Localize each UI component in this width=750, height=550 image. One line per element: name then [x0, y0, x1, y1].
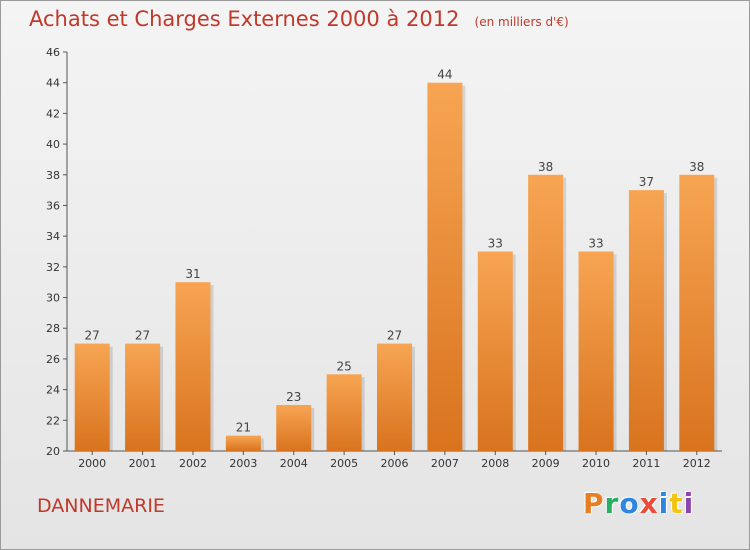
- bar-2005[interactable]: [326, 374, 362, 451]
- data-label: 38: [689, 160, 704, 174]
- x-tick-label: 2001: [129, 457, 157, 470]
- chart-title: Achats et Charges Externes 2000 à 2012: [29, 7, 460, 31]
- bar-2012[interactable]: [679, 174, 715, 451]
- y-tick-label: 22: [46, 414, 60, 427]
- x-tick-label: 2012: [683, 457, 711, 470]
- proxiti-logo[interactable]: Proxiti: [583, 487, 694, 520]
- x-tick-label: 2005: [330, 457, 358, 470]
- bar-2006[interactable]: [377, 343, 412, 451]
- data-label: 27: [85, 329, 100, 343]
- logo-letter: i: [683, 487, 695, 520]
- y-tick-label: 32: [46, 261, 60, 274]
- bar-2008[interactable]: [477, 251, 513, 452]
- y-tick-label: 46: [46, 46, 60, 59]
- logo-letter: t: [669, 487, 684, 520]
- y-tick-label: 44: [46, 77, 60, 90]
- y-tick-label: 20: [46, 445, 60, 458]
- logo-letter: x: [639, 487, 659, 520]
- y-tick-label: 40: [46, 138, 60, 151]
- bar-2004[interactable]: [276, 404, 312, 451]
- y-tick-label: 36: [46, 199, 60, 212]
- bar-2002[interactable]: [175, 282, 211, 451]
- y-tick-label: 34: [46, 230, 60, 243]
- x-tick-label: 2003: [229, 457, 257, 470]
- bar-2001[interactable]: [125, 343, 161, 451]
- data-label: 31: [185, 267, 200, 281]
- y-tick-label: 28: [46, 322, 60, 335]
- x-tick-label: 2007: [431, 457, 459, 470]
- x-tick-label: 2011: [632, 457, 660, 470]
- bar-2010[interactable]: [578, 251, 614, 452]
- x-tick-label: 2008: [481, 457, 509, 470]
- chart-axes: 20 22 24 26 28 30 32 34 36 38 40 42 44 46: [46, 46, 722, 458]
- data-label: 38: [538, 160, 553, 174]
- logo-letter: o: [619, 487, 640, 520]
- x-tick-label: 2009: [532, 457, 560, 470]
- y-tick-label: 24: [46, 384, 60, 397]
- data-label: 27: [387, 329, 402, 343]
- data-label: 33: [488, 237, 503, 251]
- bar-2003[interactable]: [225, 435, 261, 451]
- x-tick-label: 2004: [280, 457, 308, 470]
- data-label: 21: [236, 421, 251, 435]
- y-tick-label: 38: [46, 169, 60, 182]
- y-tick-label: 26: [46, 353, 60, 366]
- data-label: 44: [437, 68, 452, 82]
- x-tick-label: 2006: [381, 457, 409, 470]
- bar-2000[interactable]: [74, 343, 110, 451]
- town-name: DANNEMARIE: [37, 495, 165, 517]
- logo-letter: r: [604, 487, 620, 520]
- logo-letter: P: [583, 487, 605, 520]
- title-block: Achats et Charges Externes 2000 à 2012 (…: [29, 7, 569, 31]
- data-label: 23: [286, 390, 301, 404]
- data-label: 33: [588, 237, 603, 251]
- y-tick-label: 30: [46, 292, 60, 305]
- y-tick-label: 42: [46, 107, 60, 120]
- data-label: 25: [336, 359, 351, 373]
- chart-labels: 2000 27 2001 27 2002 31 2003 21 2004 23 2005 25 2006…: [78, 68, 711, 470]
- x-tick-label: 2000: [78, 457, 106, 470]
- bar-2011[interactable]: [628, 190, 664, 451]
- logo-letter: i: [658, 487, 670, 520]
- chart-subtitle: (en milliers d'€): [474, 15, 569, 29]
- x-tick-label: 2002: [179, 457, 207, 470]
- bar-2009[interactable]: [528, 174, 564, 451]
- bar-2007[interactable]: [427, 82, 463, 451]
- data-label: 27: [135, 329, 150, 343]
- x-tick-label: 2010: [582, 457, 610, 470]
- chart-bars: [74, 82, 718, 452]
- data-label: 37: [639, 175, 654, 189]
